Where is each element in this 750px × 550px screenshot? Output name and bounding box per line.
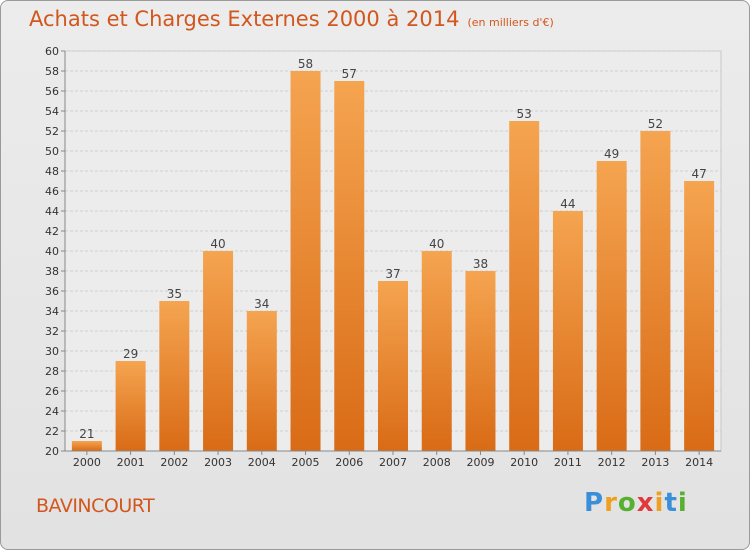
logo-letter: P <box>584 488 605 518</box>
y-tick-label: 22 <box>45 425 59 438</box>
bar-value-label: 29 <box>123 347 138 361</box>
bar <box>203 251 234 451</box>
y-tick-label: 30 <box>45 345 59 358</box>
x-tick-label: 2003 <box>204 456 232 469</box>
bar <box>115 361 146 451</box>
bar <box>246 311 277 451</box>
y-tick-label: 50 <box>45 145 59 158</box>
bar-value-label: 38 <box>473 257 488 271</box>
bar <box>640 131 671 451</box>
x-tick-label: 2009 <box>466 456 494 469</box>
x-tick-label: 2013 <box>641 456 669 469</box>
chart-title-text: Achats et Charges Externes 2000 à 2014 <box>29 7 460 31</box>
y-tick-label: 60 <box>45 45 59 58</box>
x-tick-label: 2001 <box>117 456 145 469</box>
x-tick-label: 2008 <box>423 456 451 469</box>
bar <box>378 281 408 451</box>
y-tick-label: 58 <box>45 65 59 78</box>
bar-value-label: 58 <box>298 57 313 71</box>
y-tick-label: 52 <box>45 125 59 138</box>
y-tick-label: 46 <box>45 185 59 198</box>
bar-value-label: 21 <box>79 427 94 441</box>
x-tick-label: 2010 <box>510 456 538 469</box>
bar-value-label: 57 <box>342 67 357 81</box>
place-name: BAVINCOURT <box>36 495 155 517</box>
logo-letter: i <box>654 488 665 518</box>
bar-value-label: 37 <box>385 267 400 281</box>
bar-value-label: 44 <box>560 197 575 211</box>
logo-letter: i <box>677 488 688 518</box>
axis-layer: 20 22 24 26 28 30 32 34 36 38 40 42 44 46 48 50 52 54 56 58… <box>45 45 721 469</box>
bar-value-label: 53 <box>517 107 532 121</box>
bar-value-label: 47 <box>691 167 706 181</box>
bar-value-label: 52 <box>648 117 663 131</box>
y-tick-label: 48 <box>45 165 59 178</box>
y-tick-label: 38 <box>45 265 59 278</box>
y-tick-label: 20 <box>45 445 59 458</box>
y-tick-label: 28 <box>45 365 59 378</box>
bar-value-label: 49 <box>604 147 619 161</box>
logo-letter: x <box>636 488 655 518</box>
x-tick-label: 2006 <box>335 456 363 469</box>
logo-letter: t <box>664 488 678 518</box>
bar-layer: 21 29 35 40 34 58 57 37 40 38 53 44 49 52 47 <box>71 57 715 451</box>
bar <box>421 251 452 451</box>
y-tick-label: 26 <box>45 385 59 398</box>
x-tick-label: 2007 <box>379 456 407 469</box>
x-tick-label: 2000 <box>73 456 101 469</box>
bar <box>159 301 190 451</box>
bar <box>552 211 583 451</box>
bar <box>71 441 102 451</box>
logo-letter: r <box>604 488 618 518</box>
y-tick-label: 54 <box>45 105 59 118</box>
bar <box>465 271 496 451</box>
bar-value-label: 40 <box>429 237 444 251</box>
y-tick-label: 40 <box>45 245 59 258</box>
x-tick-label: 2014 <box>685 456 713 469</box>
bar-value-label: 34 <box>254 297 269 311</box>
bar-value-label: 35 <box>167 287 182 301</box>
bar <box>684 181 715 451</box>
y-tick-label: 44 <box>45 205 59 218</box>
bar-value-label: 40 <box>210 237 225 251</box>
bar <box>290 71 321 451</box>
x-tick-label: 2002 <box>160 456 188 469</box>
bar <box>509 121 540 451</box>
y-tick-label: 36 <box>45 285 59 298</box>
proxiti-logo: Proxiti <box>584 488 688 518</box>
bar <box>596 161 627 451</box>
y-tick-label: 42 <box>45 225 59 238</box>
logo-letter: o <box>617 488 637 518</box>
y-tick-label: 34 <box>45 305 59 318</box>
x-tick-label: 2011 <box>554 456 582 469</box>
x-tick-label: 2012 <box>598 456 626 469</box>
x-tick-label: 2004 <box>248 456 276 469</box>
y-tick-label: 56 <box>45 85 59 98</box>
chart-unit: (en milliers d'€) <box>467 16 554 29</box>
x-tick-label: 2005 <box>292 456 320 469</box>
y-tick-label: 24 <box>45 405 59 418</box>
bar <box>334 81 365 451</box>
y-tick-label: 32 <box>45 325 59 338</box>
chart-title: Achats et Charges Externes 2000 à 2014 (e… <box>29 7 554 31</box>
